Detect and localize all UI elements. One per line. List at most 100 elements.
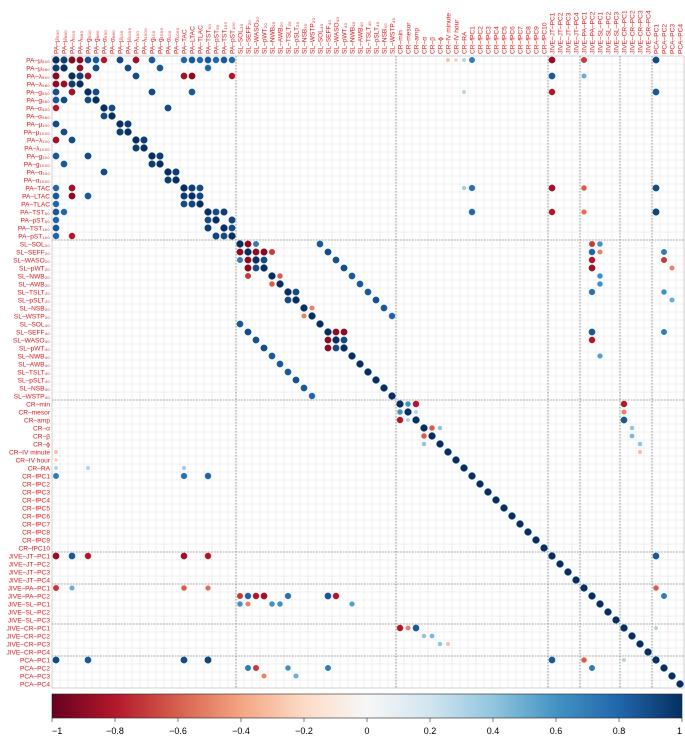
corr-cell xyxy=(220,208,228,216)
corr-cell xyxy=(84,152,92,160)
corr-cell xyxy=(548,656,556,664)
corr-cell xyxy=(588,240,596,248)
corr-cell xyxy=(228,232,236,240)
row-label: JIVE–JT–PC3 xyxy=(9,569,51,576)
corr-cell xyxy=(429,425,435,431)
corr-cell xyxy=(252,248,260,256)
column-label: PCA–PC1 xyxy=(653,24,660,54)
corr-cell xyxy=(196,184,204,192)
row-label: JIVE–CR–PC2 xyxy=(6,633,50,640)
column-label: PA–TST₅₀ xyxy=(205,24,212,54)
corr-cell xyxy=(220,56,228,64)
corr-cell xyxy=(92,56,100,64)
corr-cell xyxy=(236,256,244,264)
column-labels: PA–μ₅₀₀ PA–μ₉₆₀ PA–λ₅₀₀ PA–λ₉₆₀ PA–g₅₀₀ PA–g₉… xyxy=(53,10,684,54)
corr-cell xyxy=(332,336,340,344)
column-label: PA–g₉₆₀ xyxy=(93,30,100,54)
grid-layer xyxy=(51,55,685,689)
corr-cell xyxy=(108,112,116,120)
corr-cell xyxy=(324,664,332,672)
column-label: SL–pSLT₂₀ xyxy=(293,21,300,54)
corr-cell xyxy=(452,456,460,464)
corr-cell xyxy=(245,601,251,607)
corr-cell xyxy=(340,264,348,272)
column-label: JIVE–SL–PC3 xyxy=(613,12,620,54)
column-label: PA–TLAC xyxy=(197,25,204,54)
corr-cell xyxy=(69,585,75,591)
corr-cell xyxy=(188,192,196,200)
corr-cell xyxy=(68,184,76,192)
corr-cell xyxy=(324,344,332,352)
corr-cell xyxy=(629,425,635,431)
corr-cell xyxy=(405,625,411,631)
corr-cell xyxy=(284,288,292,296)
corr-cell xyxy=(669,297,675,303)
corr-cell xyxy=(588,336,596,344)
row-label: SL–WASO₂₀ xyxy=(13,257,50,264)
corr-cell xyxy=(468,184,476,192)
corr-cell xyxy=(244,272,252,280)
row-label: JIVE–SL–PC2 xyxy=(8,609,50,616)
corr-cell xyxy=(188,72,196,80)
corr-cell xyxy=(212,56,220,64)
corr-cell xyxy=(652,56,660,64)
corr-cell xyxy=(332,592,340,600)
column-label: SL–NWB₄₀ xyxy=(349,21,356,54)
corr-cell xyxy=(548,208,556,216)
corr-cell xyxy=(260,344,268,352)
column-label: PA–λ₁₀₀ xyxy=(133,31,140,54)
corr-cell xyxy=(204,208,212,216)
row-label: SL–AWB₂₀ xyxy=(18,281,50,288)
row-label: PA–λ₅₀₀ xyxy=(27,73,51,80)
corr-cell xyxy=(414,410,418,414)
corr-cell xyxy=(52,56,60,64)
corr-cell xyxy=(588,288,596,296)
column-label: PA–g₅₀₀ xyxy=(85,30,92,54)
corr-cell xyxy=(196,192,204,200)
corr-cell xyxy=(52,224,60,232)
row-label: CR–IV hour xyxy=(16,457,51,464)
row-label: CR–ϕ xyxy=(33,441,50,448)
row-label: CR–mesor xyxy=(18,409,50,416)
row-label: PA–λ₁₀₀₀ xyxy=(24,145,50,152)
colorbar-tick-label: 0.8 xyxy=(613,726,626,736)
corr-cell xyxy=(500,504,508,512)
column-label: PA–μ₉₆₀ xyxy=(61,30,68,54)
corr-cell xyxy=(180,552,188,560)
corr-cell xyxy=(52,472,60,480)
column-label: SL–pSLT₄₀ xyxy=(373,21,380,54)
column-label: PA–α₁₀₀₀ xyxy=(173,28,180,54)
column-label: JIVE–PA–PC2 xyxy=(589,11,596,54)
column-label: CR–fPC7 xyxy=(517,26,524,54)
corr-cell xyxy=(524,528,532,536)
corr-cell xyxy=(76,80,84,88)
corr-cell xyxy=(349,601,355,607)
corr-cell xyxy=(396,416,404,424)
corr-cell xyxy=(580,584,588,592)
corr-cell xyxy=(556,560,564,568)
row-label: PA–α₁₀₀₀ xyxy=(24,177,50,184)
corr-cell xyxy=(412,400,420,408)
corr-cell xyxy=(52,232,60,240)
column-label: PA–λ₅₀₀ xyxy=(69,30,76,54)
corr-cell xyxy=(462,90,466,94)
row-label: PA–pST₅₀ xyxy=(21,217,51,224)
corr-cell xyxy=(468,56,476,64)
corr-cell xyxy=(548,184,556,192)
corr-cell xyxy=(436,440,444,448)
corr-cell xyxy=(622,658,626,662)
corr-cell xyxy=(653,585,659,591)
colorbar-tick-label: 1 xyxy=(677,726,682,736)
corr-cell xyxy=(661,289,667,295)
column-label: SL–pWT₂₀ xyxy=(261,23,268,54)
corr-cell xyxy=(148,152,156,160)
corr-cell xyxy=(252,664,260,672)
row-label: PA–λ₁₀₀ xyxy=(27,137,50,144)
row-label: JIVE–JT–PC4 xyxy=(9,577,51,584)
row-label: CR–fPC8 xyxy=(22,529,50,536)
corr-cell xyxy=(76,56,84,64)
column-label: PA–α₉₆₀ xyxy=(109,30,116,54)
corr-cell xyxy=(636,640,644,648)
row-label: PA–TLAC xyxy=(21,201,50,208)
corr-cell xyxy=(100,112,108,120)
